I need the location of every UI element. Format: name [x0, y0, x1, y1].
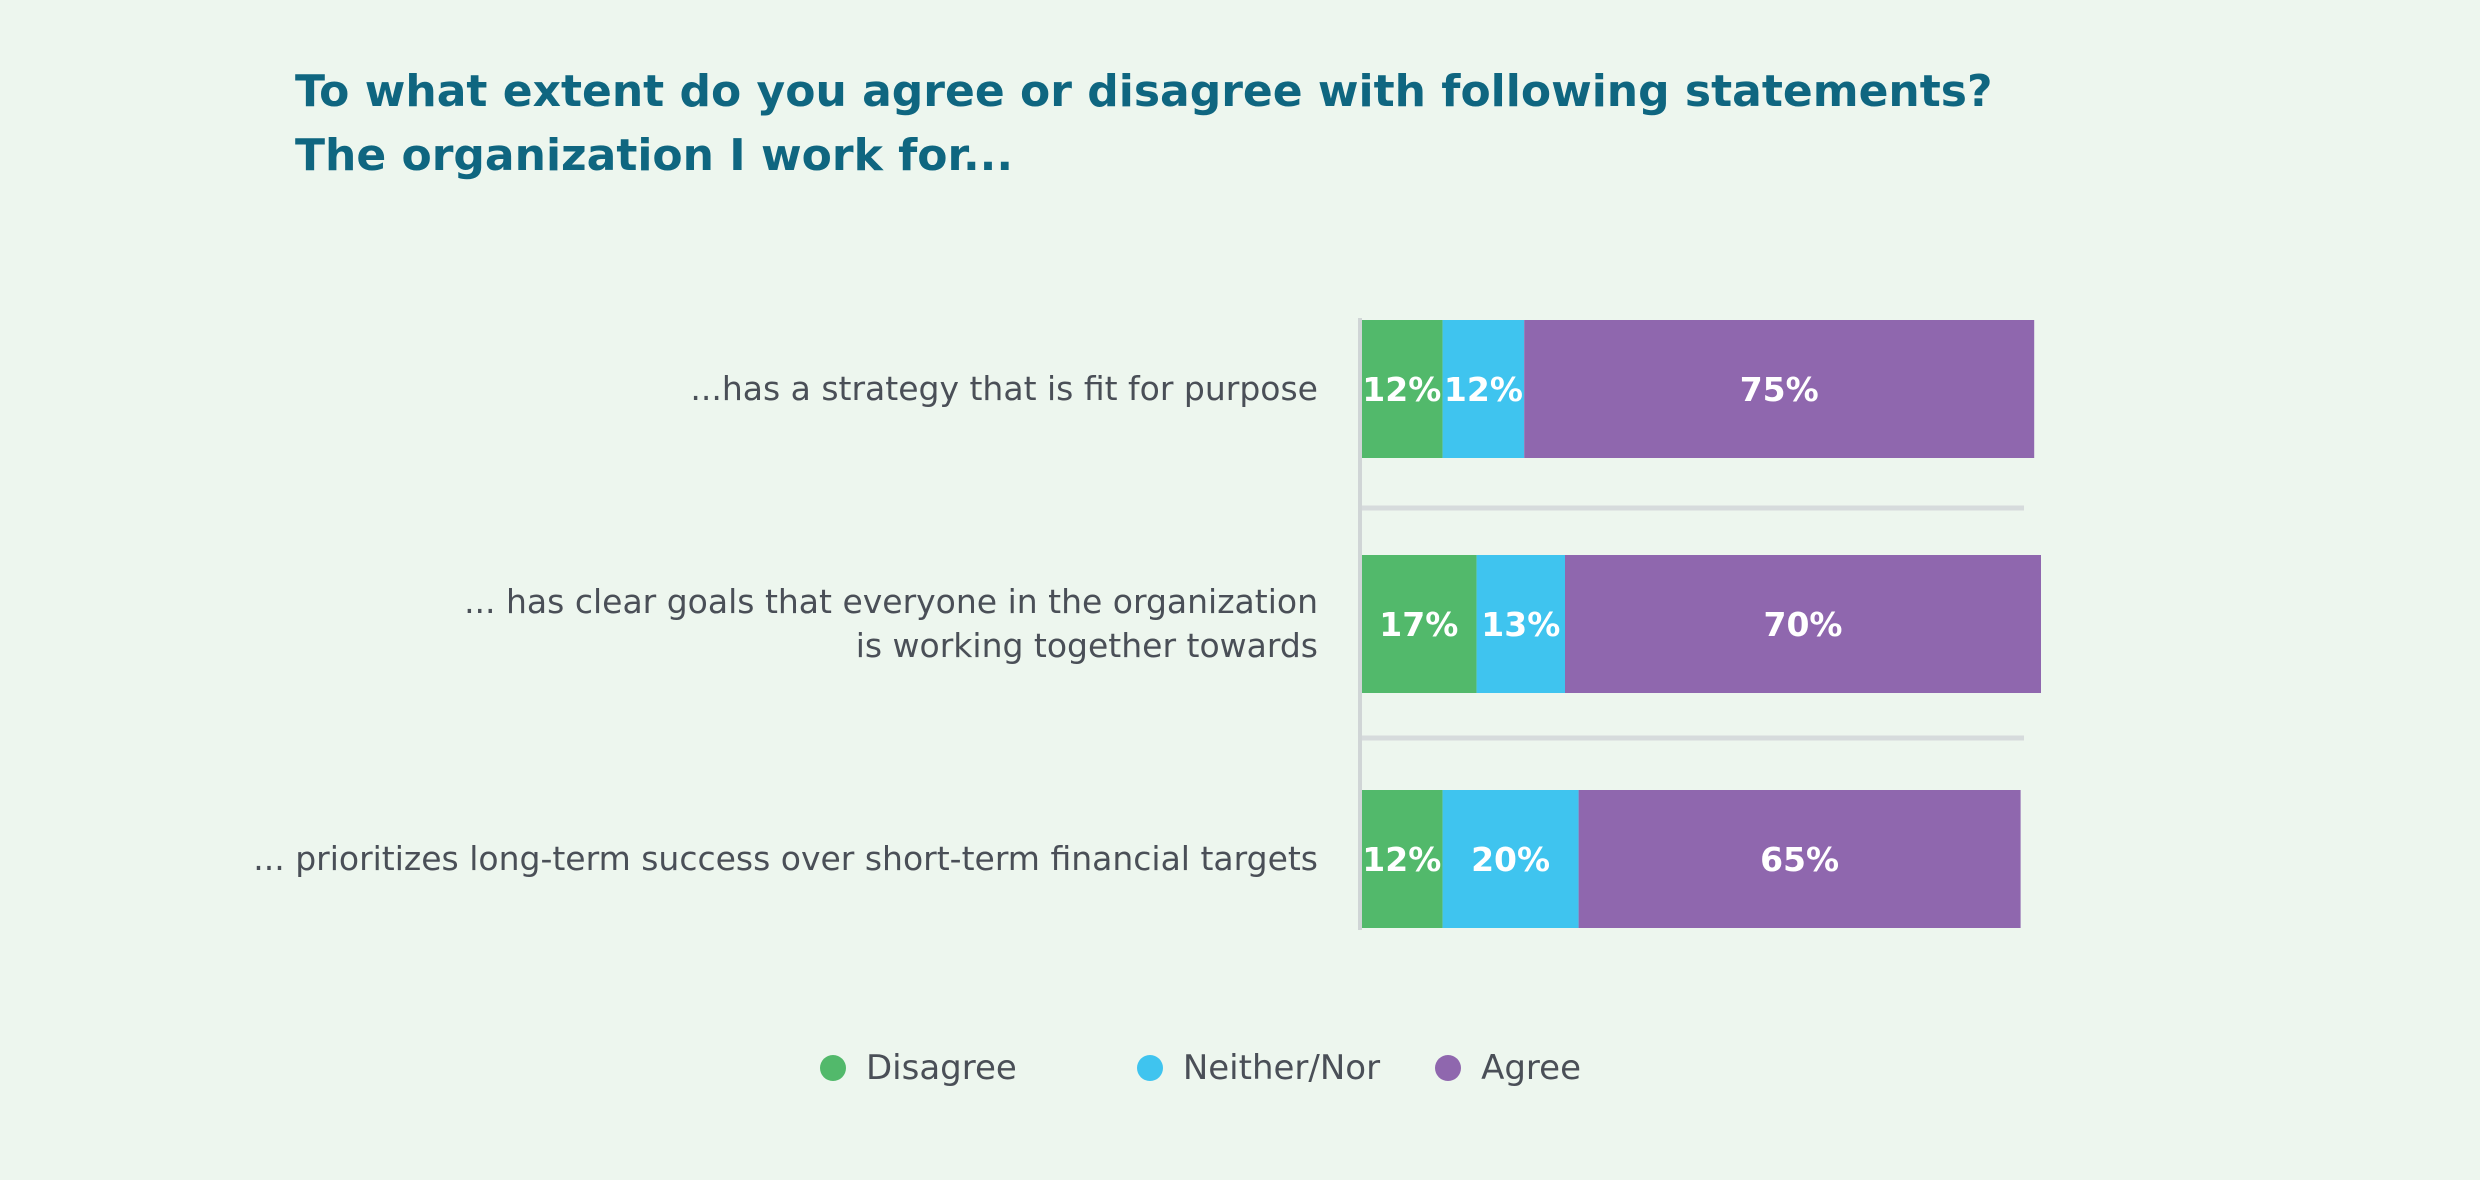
- bar-segment-neither-nor: [1442, 320, 1525, 458]
- category-label-line: ... prioritizes long-term success over s…: [253, 839, 1318, 878]
- category-label-line: ...has a strategy that is fit for purpos…: [690, 369, 1318, 408]
- bar-value-label: 75%: [1740, 370, 1819, 409]
- bar-segment-disagree: [1361, 555, 1477, 693]
- bar-value-label: 17%: [1379, 605, 1458, 644]
- legend-label-agree: Agree: [1481, 1048, 1581, 1088]
- bar-value-label: 65%: [1760, 840, 1839, 879]
- legend-dot-disagree: [820, 1055, 846, 1081]
- bar-segment-neither-nor: [1442, 790, 1579, 928]
- category-label-line: is working together towards: [856, 626, 1318, 665]
- legend-dot-neither: [1136, 1055, 1163, 1081]
- bar-segment-disagree: [1361, 320, 1443, 458]
- bar-value-label: 12%: [1444, 370, 1523, 409]
- legend-dot-agree: [1435, 1055, 1462, 1081]
- legend-label-neither: Neither/Nor: [1182, 1048, 1381, 1088]
- bar-value-label: 70%: [1764, 605, 1843, 644]
- chart-title-line-1: To what extent do you agree or disagree …: [295, 66, 1993, 117]
- bar-value-label: 12%: [1362, 370, 1441, 409]
- legend: Disagree Neither/Nor Agree: [820, 1048, 1636, 1088]
- bar-segment-agree: [1578, 790, 2021, 928]
- legend-item-agree: Agree: [1435, 1048, 1581, 1088]
- bar-segment-disagree: [1361, 790, 1443, 928]
- category-label: ...has a strategy that is fit for purpos…: [690, 369, 1318, 408]
- bar-segment-agree: [1524, 320, 2035, 458]
- bar-value-label: 13%: [1481, 605, 1560, 644]
- bar-segment-neither-nor: [1476, 555, 1565, 693]
- chart-title-line-2: The organization I work for...: [295, 130, 1014, 181]
- category-label: ... has clear goals that everyone in the…: [464, 582, 1318, 665]
- legend-item-neither: Neither/Nor: [1136, 1048, 1381, 1088]
- bar-segment-agree: [1565, 555, 2041, 693]
- legend-item-disagree: Disagree: [820, 1048, 1017, 1088]
- chart-title: To what extent do you agree or disagree …: [295, 60, 1992, 188]
- category-label-line: ... has clear goals that everyone in the…: [464, 582, 1318, 621]
- bar-value-label: 20%: [1471, 840, 1550, 879]
- bar-value-label: 12%: [1362, 840, 1441, 879]
- category-label: ... prioritizes long-term success over s…: [253, 839, 1318, 878]
- legend-label-disagree: Disagree: [866, 1048, 1017, 1088]
